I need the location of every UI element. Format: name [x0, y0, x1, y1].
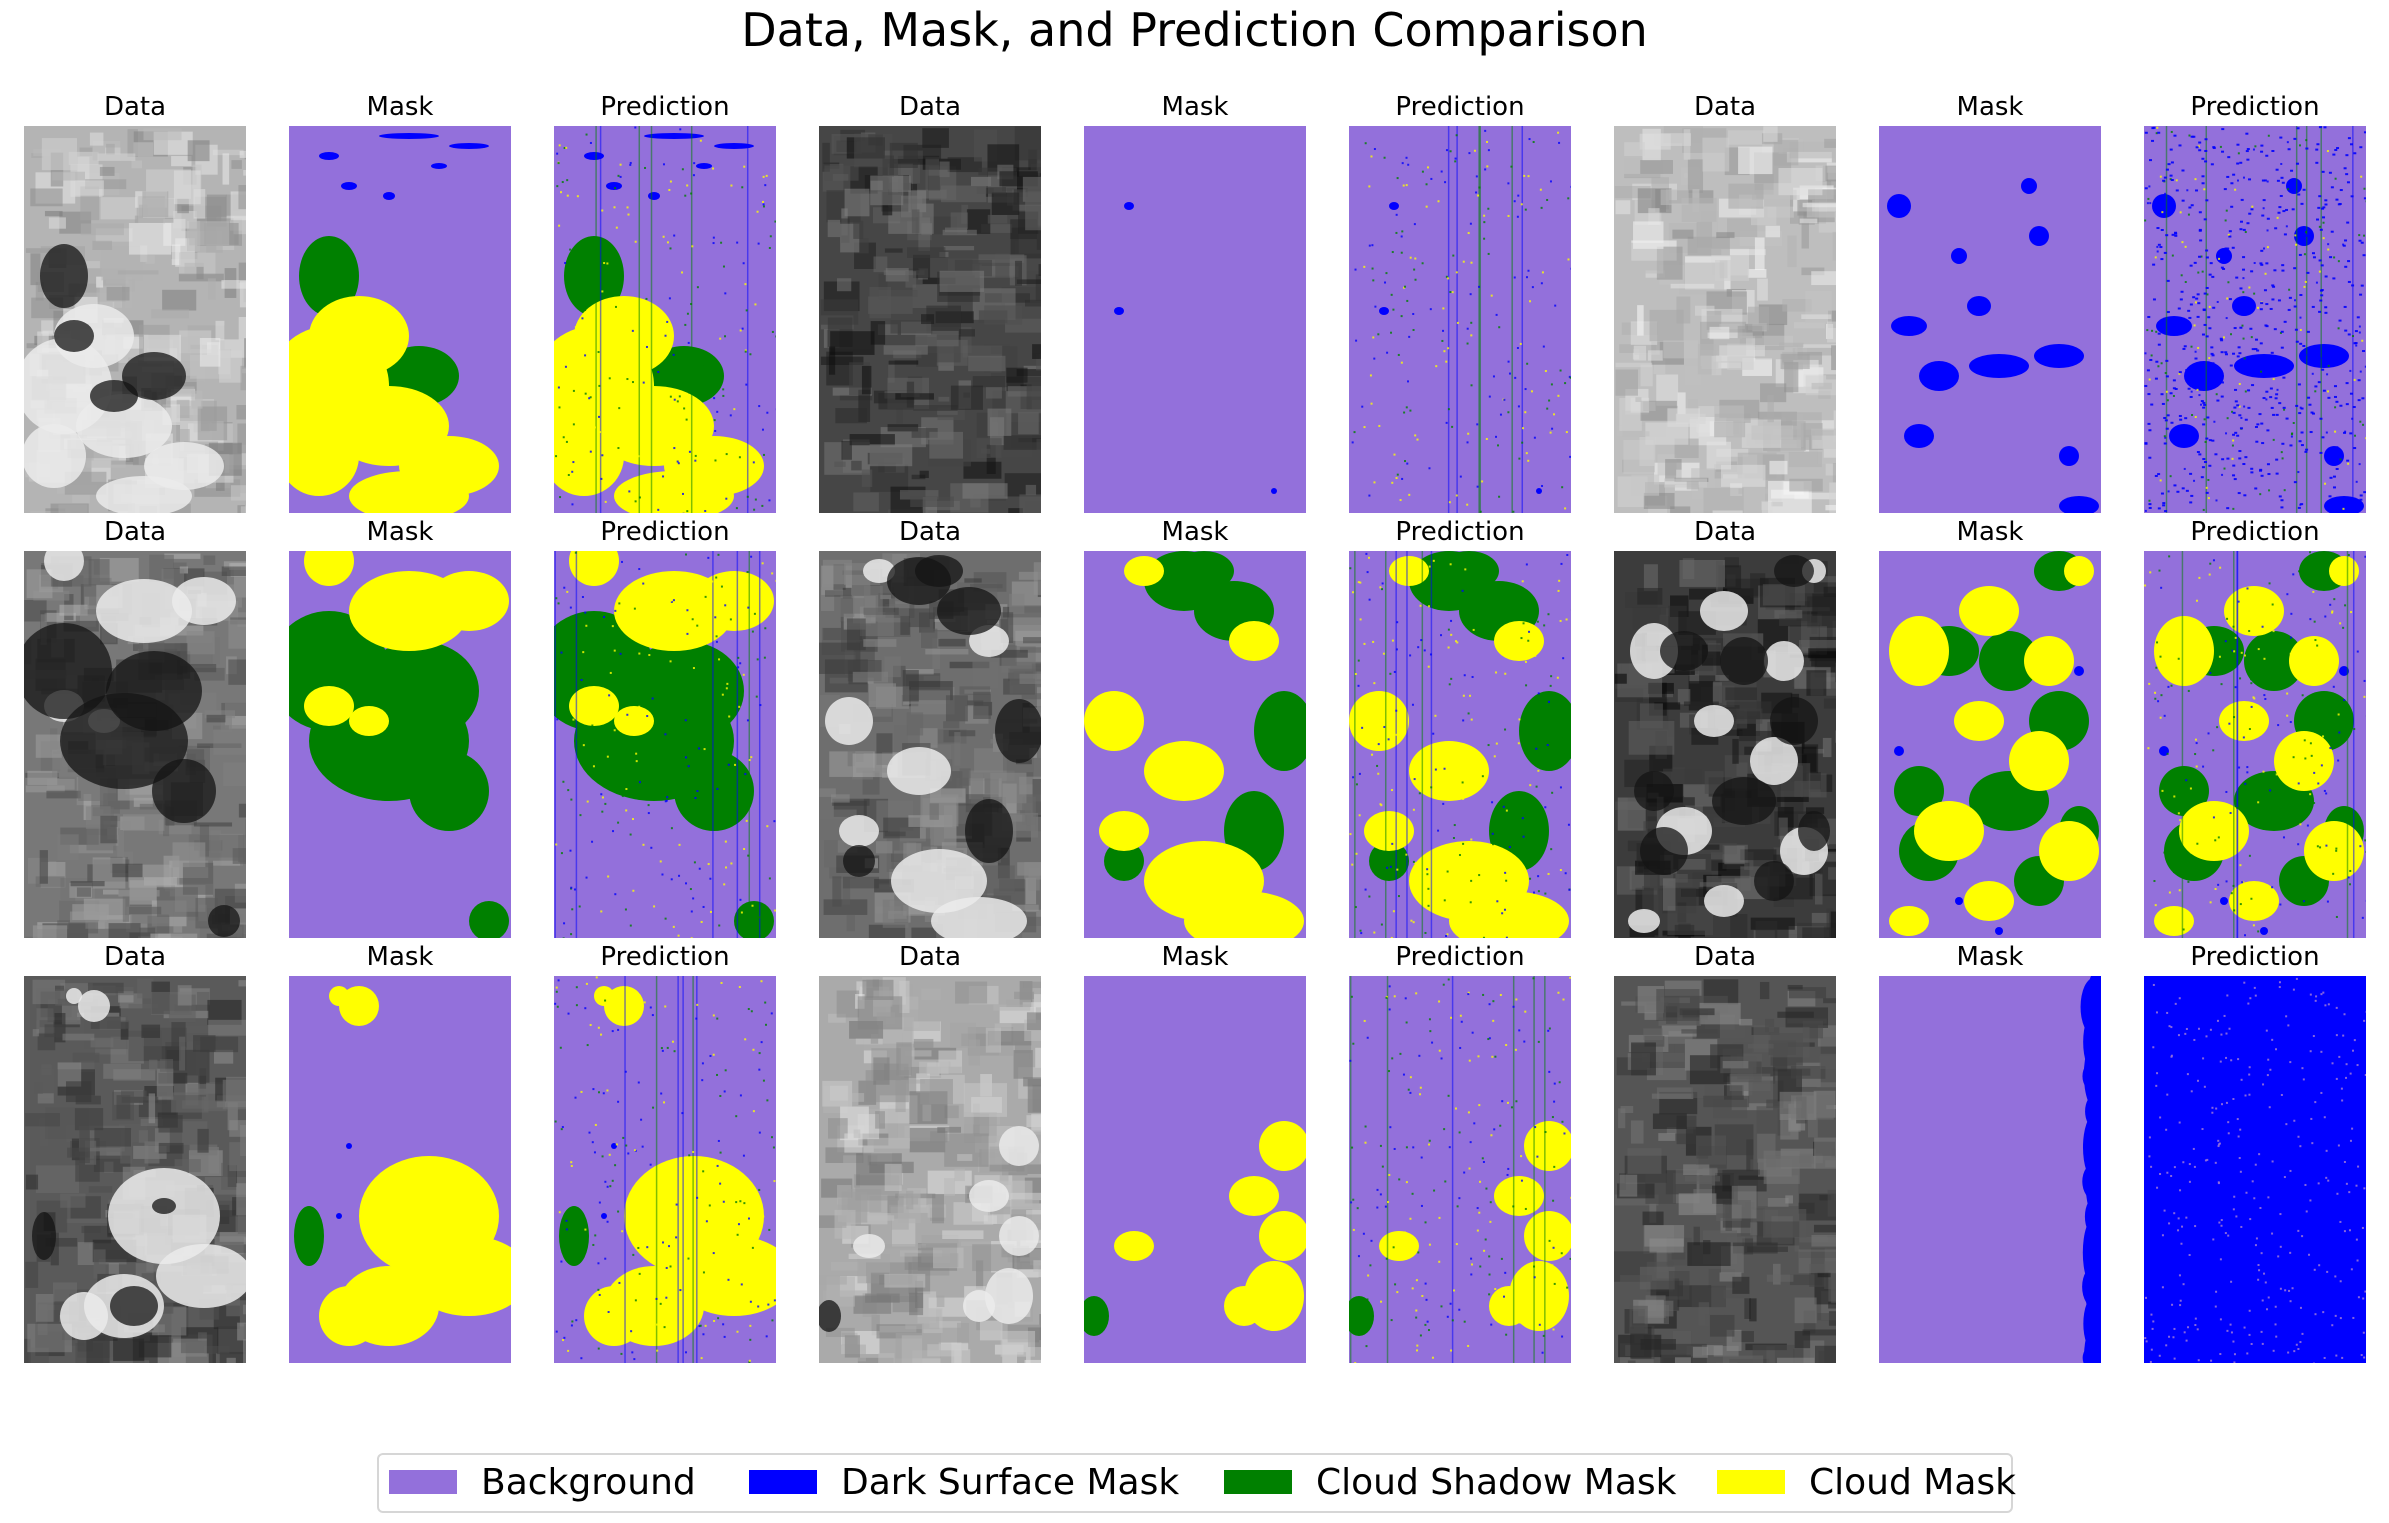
mask-image: [1879, 551, 2101, 938]
panel-mask-r1-s3: Mask: [1879, 92, 2101, 513]
panel-prediction-r3-s3: Prediction: [2144, 942, 2366, 1363]
prediction-image: [554, 551, 776, 938]
data-image: [819, 551, 1041, 938]
data-image: [819, 976, 1041, 1363]
mask-image: [1879, 126, 2101, 513]
legend-swatch-cloud-shadow: [1224, 1470, 1292, 1494]
panel-title-mask: Mask: [366, 92, 434, 122]
panel-data-r3-s2: Data: [819, 942, 1041, 1363]
data-image: [819, 126, 1041, 513]
panel-data-r2-s3: Data: [1614, 517, 1836, 938]
panel-title-data: Data: [1693, 92, 1757, 122]
panel-mask-r2-s2: Mask: [1084, 517, 1306, 938]
legend-label-cloud: Cloud Mask: [1809, 1462, 2016, 1503]
panel-data-r1-s3: Data: [1614, 92, 1836, 513]
legend-label-dark-surface: Dark Surface Mask: [841, 1462, 1180, 1503]
mask-image: [289, 551, 511, 938]
panel-title-mask: Mask: [366, 517, 434, 547]
panel-mask-r2-s1: Mask: [289, 517, 511, 938]
figure-title: Data, Mask, and Prediction Comparison: [741, 3, 1648, 57]
mask-image: [1084, 976, 1306, 1363]
panel-title-prediction: Prediction: [1395, 92, 1525, 122]
panel-prediction-r1-s3: Prediction: [2144, 92, 2366, 513]
data-image: [1614, 976, 1836, 1363]
mask-image: [289, 126, 511, 513]
panel-title-prediction: Prediction: [2190, 942, 2320, 972]
panel-title-data: Data: [1693, 517, 1757, 547]
data-image: [1614, 551, 1836, 938]
mask-image: [289, 976, 511, 1363]
panel-data-r3-s1: Data: [24, 942, 246, 1363]
panel-title-data: Data: [898, 517, 962, 547]
panel-prediction-r2-s2: Prediction: [1349, 517, 1571, 938]
legend-swatch-dark-surface: [749, 1470, 817, 1494]
prediction-image: [2144, 551, 2366, 938]
panel-title-data: Data: [103, 517, 167, 547]
panel-title-data: Data: [898, 942, 962, 972]
panel-title-data: Data: [103, 92, 167, 122]
panel-title-prediction: Prediction: [600, 517, 730, 547]
panel-prediction-r1-s1: Prediction: [554, 92, 776, 513]
panel-data-r3-s3: Data: [1614, 942, 1836, 1363]
panel-data-r2-s2: Data: [819, 517, 1041, 938]
prediction-image: [554, 976, 776, 1363]
panel-mask-r1-s2: Mask: [1084, 92, 1306, 513]
panel-prediction-r2-s3: Prediction: [2144, 517, 2366, 938]
legend: Background Dark Surface Mask Cloud Shado…: [377, 1453, 2016, 1513]
panel-title-data: Data: [103, 942, 167, 972]
panel-prediction-r2-s1: Prediction: [554, 517, 776, 938]
panel-data-r1-s2: Data: [819, 92, 1041, 513]
panel-title-prediction: Prediction: [600, 92, 730, 122]
data-image: [24, 976, 246, 1363]
panel-title-mask: Mask: [1161, 92, 1229, 122]
legend-swatch-cloud: [1717, 1470, 1785, 1494]
prediction-image: [1349, 551, 1571, 938]
panel-title-data: Data: [898, 92, 962, 122]
panel-prediction-r3-s2: Prediction: [1349, 942, 1571, 1363]
panel-mask-r3-s1: Mask: [289, 942, 511, 1363]
panel-title-mask: Mask: [1956, 942, 2024, 972]
panel-title-mask: Mask: [366, 942, 434, 972]
legend-label-cloud-shadow: Cloud Shadow Mask: [1316, 1462, 1677, 1503]
mask-image: [1879, 976, 2101, 1363]
panel-mask-r1-s1: Mask: [289, 92, 511, 513]
prediction-image: [2144, 976, 2366, 1363]
panel-title-mask: Mask: [1956, 92, 2024, 122]
panel-mask-r3-s2: Mask: [1084, 942, 1306, 1363]
panel-mask-r3-s3: Mask: [1879, 942, 2101, 1363]
panel-title-mask: Mask: [1956, 517, 2024, 547]
panel-prediction-r1-s2: Prediction: [1349, 92, 1571, 513]
data-image: [24, 126, 246, 513]
panel-title-prediction: Prediction: [1395, 517, 1525, 547]
legend-label-background: Background: [481, 1462, 696, 1503]
prediction-image: [1349, 126, 1571, 513]
data-image: [24, 551, 246, 938]
panel-title-prediction: Prediction: [2190, 517, 2320, 547]
panel-data-r1-s1: Data: [24, 92, 246, 513]
panel-data-r2-s1: Data: [24, 517, 246, 938]
prediction-image: [2144, 126, 2366, 513]
mask-image: [1084, 126, 1306, 513]
panel-title-data: Data: [1693, 942, 1757, 972]
prediction-image: [554, 126, 776, 513]
panel-prediction-r3-s1: Prediction: [554, 942, 776, 1363]
data-image: [1614, 126, 1836, 513]
panel-title-mask: Mask: [1161, 517, 1229, 547]
panel-title-prediction: Prediction: [600, 942, 730, 972]
mask-image: [1084, 551, 1306, 938]
prediction-image: [1349, 976, 1571, 1363]
panel-title-mask: Mask: [1161, 942, 1229, 972]
panel-title-prediction: Prediction: [1395, 942, 1525, 972]
panel-title-prediction: Prediction: [2190, 92, 2320, 122]
panel-mask-r2-s3: Mask: [1879, 517, 2101, 938]
legend-swatch-background: [389, 1470, 457, 1494]
